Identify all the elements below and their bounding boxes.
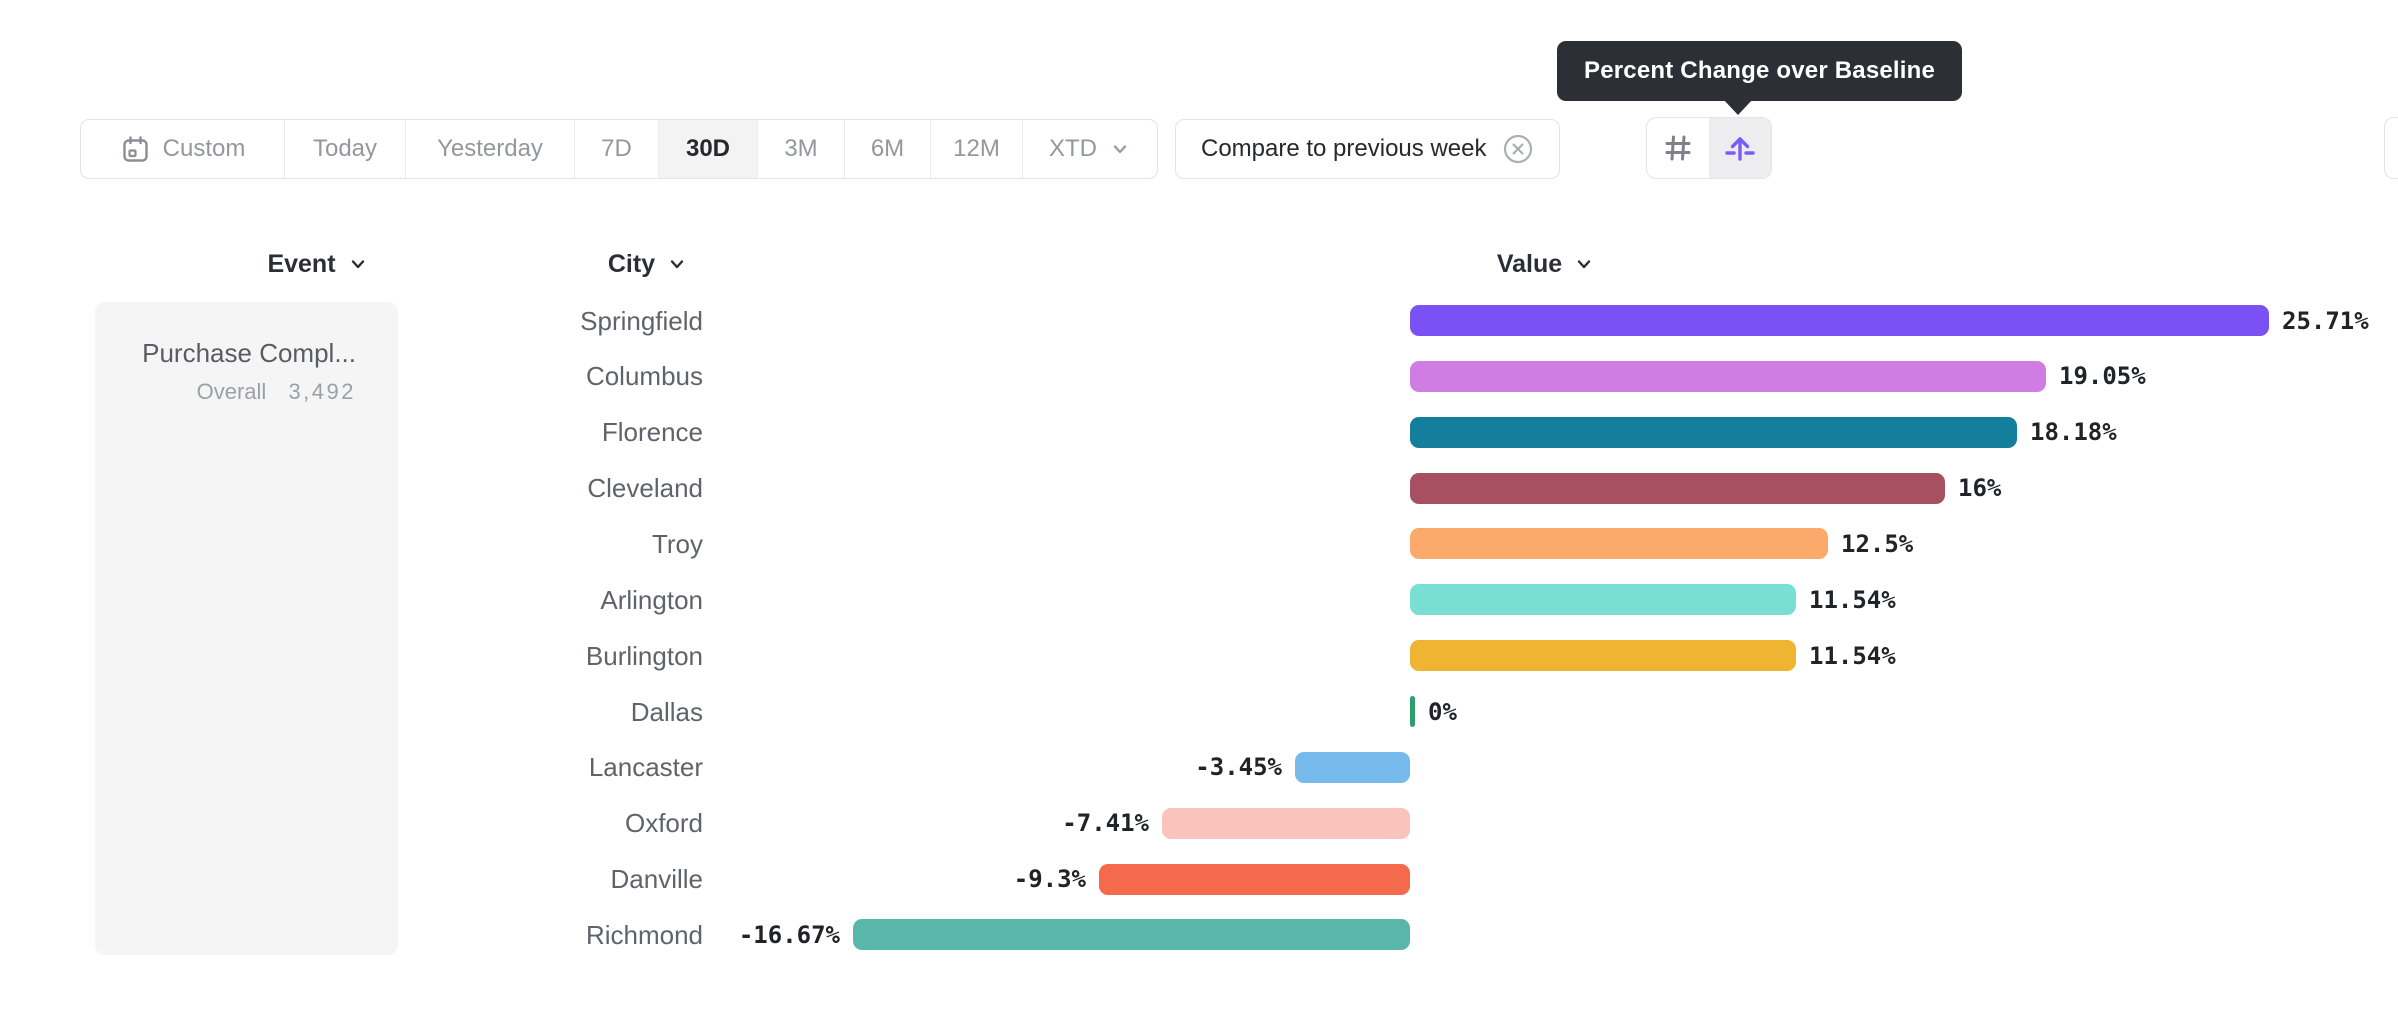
city-label-lancaster: Lancaster [588,752,703,782]
city-label-oxford: Oxford [624,808,703,838]
range-label: XTD [1049,135,1097,162]
city-label-burlington: Burlington [585,641,703,671]
value-label-danville: -9.3% [1013,865,1086,893]
range-label: Today [312,135,378,162]
value-label-troy: 12.5% [1841,530,1914,558]
bar-lancaster[interactable] [1295,752,1410,783]
bar-florence[interactable] [1410,417,2017,448]
bar-danville[interactable] [1099,864,1410,895]
overall-value: 3,492 [288,379,356,404]
column-header-value[interactable]: Value [1461,247,1631,281]
bar-dallas[interactable] [1410,696,1415,727]
column-header-event-label: Event [267,249,336,278]
value-label-cleveland: 16% [1958,474,2002,502]
range-custom[interactable]: Custom [81,120,285,178]
range-label: 3M [784,135,818,162]
metric-tooltip-text: Percent Change over Baseline [1584,57,1936,84]
city-label-troy: Troy [651,529,703,559]
range-label: 6M [870,135,905,162]
bar-richmond[interactable] [853,919,1410,950]
bar-columbus[interactable] [1410,361,2046,392]
value-label-arlington: 11.54% [1809,586,1896,614]
value-label-springfield: 25.71% [2282,307,2369,335]
chevron-down-icon [1113,145,1127,154]
range-6m[interactable]: 6M [845,120,931,178]
city-label-columbus: Columbus [585,361,703,391]
hash-icon [1665,135,1691,161]
range-7d[interactable]: 7D [575,120,659,178]
value-label-oxford: -7.41% [1062,809,1149,837]
city-label-florence: Florence [601,417,703,447]
city-label-cleveland: Cleveland [587,473,703,503]
range-label: 12M [953,135,1000,162]
calendar-icon [122,135,148,162]
column-header-city[interactable]: City [563,247,733,281]
value-label-columbus: 19.05% [2059,362,2146,390]
chevron-down-icon [670,260,684,269]
remove-comparison-icon[interactable] [1502,133,1534,165]
range-label: Custom [162,135,246,162]
overall-label: Overall [196,379,267,404]
compare-chip-label: Compare to previous week [1201,135,1487,162]
range-xtd[interactable]: XTD [1023,120,1157,178]
value-label-burlington: 11.54% [1809,642,1896,670]
bar-oxford[interactable] [1162,808,1410,839]
city-label-arlington: Arlington [600,585,703,615]
city-label-danville: Danville [610,864,704,894]
compare-chip[interactable]: Compare to previous week [1175,119,1561,179]
bar-arlington[interactable] [1410,584,1796,615]
city-label-springfield: Springfield [580,306,703,336]
range-3m[interactable]: 3M [758,120,845,178]
city-label-dallas: Dallas [630,697,703,727]
range-30d[interactable]: 30D [659,120,758,178]
range-yesterday[interactable]: Yesterday [406,120,575,178]
column-header-value-label: Value [1496,249,1563,278]
value-label-lancaster: -3.45% [1195,753,1282,781]
range-label: 30D [685,135,731,162]
bar-cleveland[interactable] [1410,473,1945,504]
value-label-dallas: 0% [1428,698,1457,726]
column-header-city-label: City [607,249,656,278]
absolute-numbers-button[interactable] [1647,118,1709,178]
range-label: 7D [601,135,632,162]
chevron-down-icon [351,260,364,269]
range-label: Yesterday [437,135,543,162]
range-today[interactable]: Today [285,120,406,178]
chevron-down-icon [1577,260,1591,269]
tooltip-caret [1723,99,1753,115]
partial-edge-button[interactable] [2384,117,2398,179]
city-label-richmond: Richmond [585,920,703,950]
event-card[interactable]: Purchase Compl... Overall 3,492 [95,302,398,955]
percent-change-over-baseline-button[interactable] [1709,118,1771,178]
value-label-richmond: -16.67% [738,921,840,949]
column-header-event[interactable]: Event [233,247,403,281]
event-overall: Overall 3,492 [95,379,398,405]
bar-burlington[interactable] [1410,640,1796,671]
arrow-over-baseline-icon [1725,137,1755,161]
bar-troy[interactable] [1410,528,1828,559]
metric-tooltip: Percent Change over Baseline [1557,41,1963,101]
range-12m[interactable]: 12M [931,120,1023,178]
value-label-florence: 18.18% [2030,418,2117,446]
value-display-toggle [1646,117,1772,179]
bar-springfield[interactable] [1410,305,2269,336]
date-range-toolbar: Custom Today Yesterday 7D 30D 3M 6M 12M XTD [80,119,1158,179]
event-name: Purchase Compl... [142,338,356,368]
